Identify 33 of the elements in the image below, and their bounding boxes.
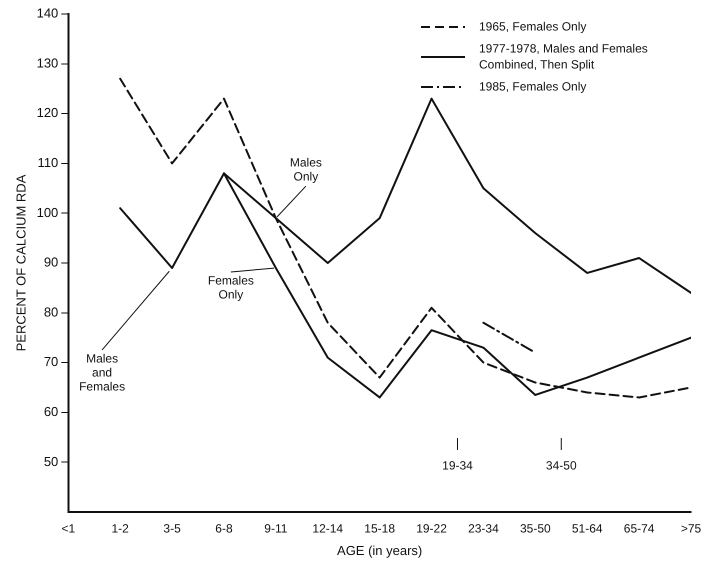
annotation: 34-50 — [546, 458, 577, 472]
y-tick-label: 120 — [36, 105, 58, 120]
x-tick-label: 1-2 — [112, 522, 130, 536]
x-tick-label: >75 — [680, 522, 702, 536]
legend-label: 1985, Females Only — [479, 79, 586, 94]
y-tick-label: 130 — [36, 55, 58, 70]
x-tick-label: 51-64 — [572, 522, 603, 536]
x-tick-label: 3-5 — [163, 522, 182, 536]
y-tick-label: 100 — [36, 204, 58, 220]
y-tick-label: 110 — [38, 154, 58, 170]
x-tick-label: 6-8 — [215, 522, 233, 536]
y-tick-label: 60 — [44, 404, 58, 419]
x-tick-label: 15-18 — [364, 522, 396, 536]
x-tick-label: 12-14 — [312, 522, 344, 536]
legend-label: 1977-1978, Males and Females Combined, Then Split — [479, 41, 648, 72]
annotation: 19-34 — [442, 458, 474, 472]
x-tick-label: 35-50 — [520, 522, 551, 536]
annotation: Males Only — [290, 155, 322, 184]
x-tick-label: <1 — [61, 522, 76, 536]
y-tick-label: 50 — [44, 454, 58, 469]
x-tick-label: 65-74 — [624, 522, 655, 536]
x-axis-title: AGE (in years) — [337, 542, 422, 558]
annotation: Males and Females — [79, 351, 126, 394]
x-tick-label: 9-11 — [264, 522, 288, 536]
y-tick-label: 140 — [36, 6, 58, 21]
x-tick-label: 19-22 — [416, 522, 448, 536]
y-tick-label: 90 — [44, 254, 58, 270]
y-axis-title: PERCENT OF CALCIUM RDA — [13, 174, 28, 352]
y-tick-label: 70 — [44, 354, 58, 370]
legend-label: 1965, Females Only — [479, 19, 586, 34]
annotation: Females Only — [208, 273, 254, 302]
y-tick-label: 80 — [44, 304, 58, 320]
x-tick-label: 23-34 — [468, 522, 500, 536]
